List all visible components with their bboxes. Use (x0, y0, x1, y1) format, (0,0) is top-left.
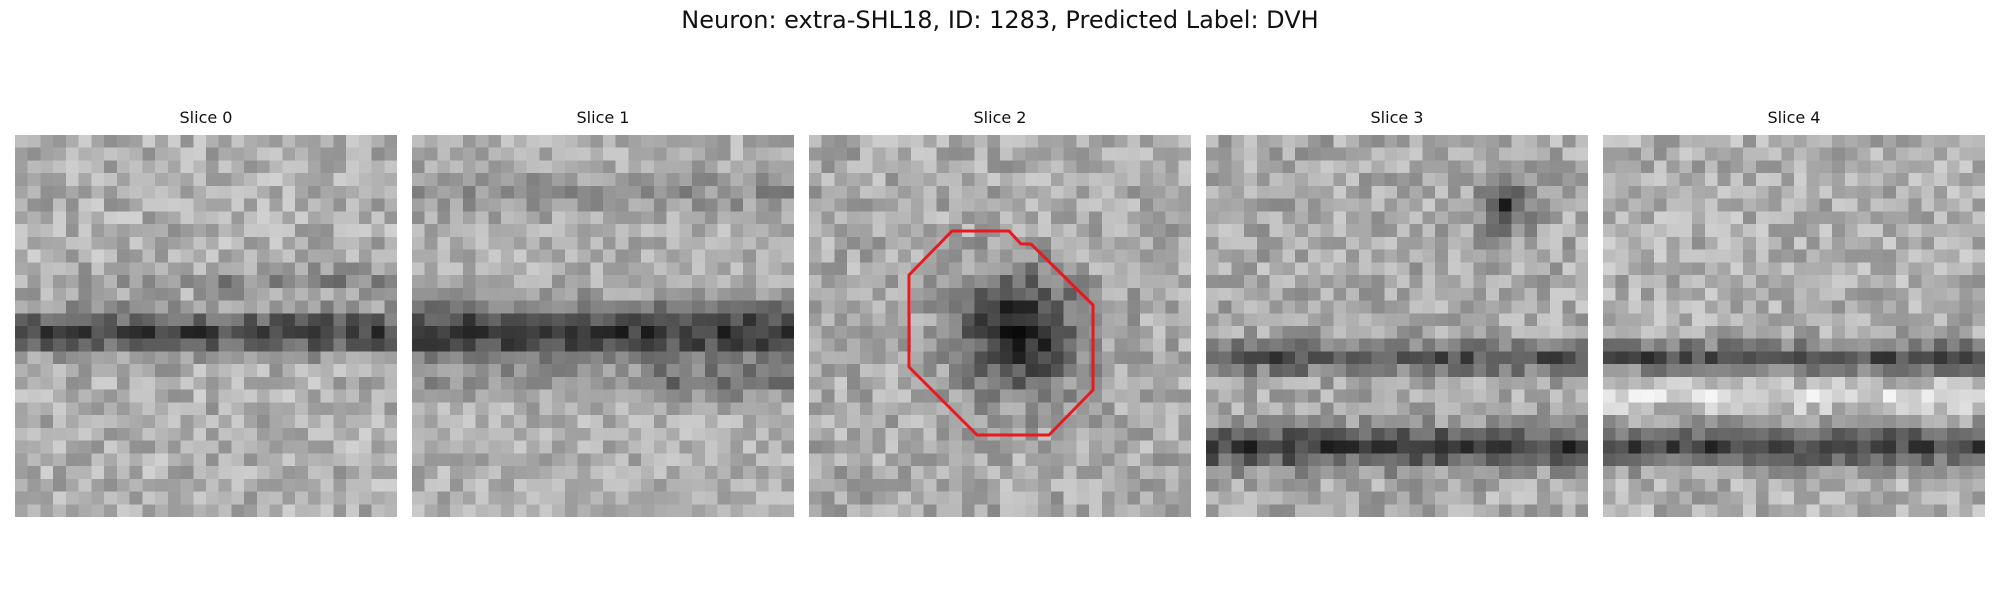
slice-image-3 (1206, 135, 1588, 517)
slice-image-2 (809, 135, 1191, 517)
slice-title-3: Slice 3 (1370, 108, 1424, 127)
figure-title: Neuron: extra-SHL18, ID: 1283, Predicted… (681, 6, 1319, 34)
slice-title-0: Slice 0 (179, 108, 233, 127)
slice-image-1 (412, 135, 794, 517)
slice-image-4 (1603, 135, 1985, 517)
roi-outline (907, 229, 1095, 437)
slice-title-4: Slice 4 (1767, 108, 1821, 127)
slice-image-0 (15, 135, 397, 517)
slice-title-1: Slice 1 (576, 108, 630, 127)
slice-title-2: Slice 2 (973, 108, 1027, 127)
